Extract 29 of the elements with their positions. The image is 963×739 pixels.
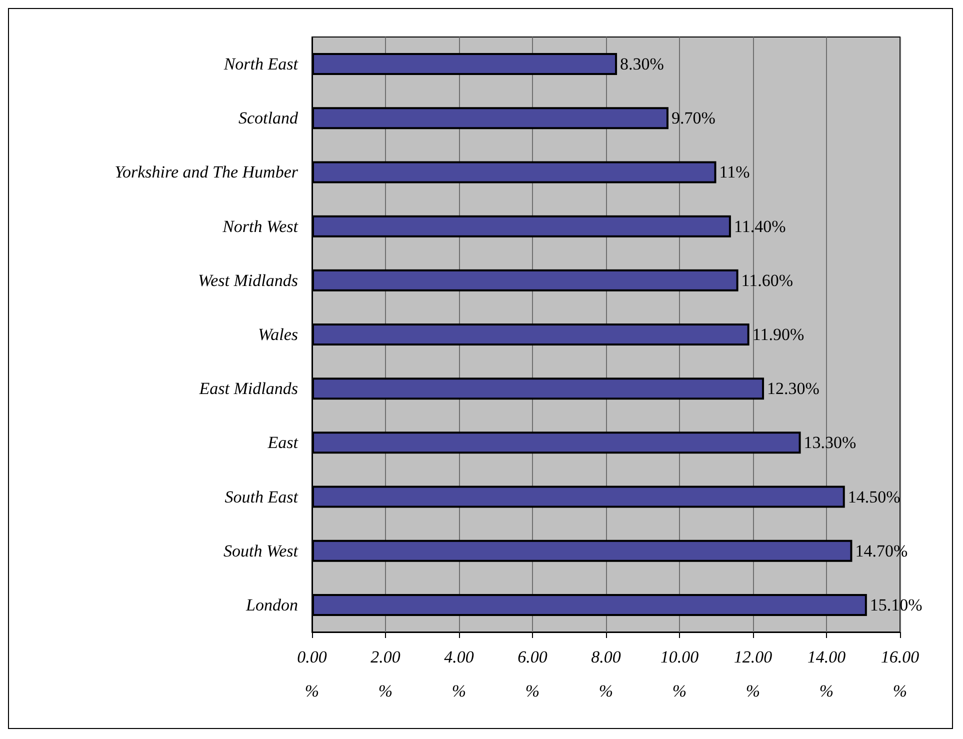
data-label: 14.50% [848, 487, 900, 506]
x-tick-label: 0.00% [297, 648, 328, 700]
x-tick-label: 10.00% [660, 648, 700, 700]
data-label: 9.70% [671, 108, 716, 128]
x-tick-label: 2.00% [370, 648, 401, 700]
x-tick-label: 4.00% [444, 648, 474, 700]
y-tick-label: Yorkshire and The Humber [114, 162, 298, 182]
data-label: 11% [719, 162, 750, 182]
y-tick-label: West Midlands [198, 270, 298, 290]
x-tick-label: 16.00% [880, 648, 920, 700]
data-label: 11.90% [752, 325, 804, 344]
x-tick-label: 6.00% [518, 648, 548, 700]
y-tick-label: East Midlands [198, 379, 298, 398]
data-label: 11.40% [734, 216, 786, 236]
x-tick-label: 12.00% [734, 648, 773, 700]
y-tick-label: North East [222, 54, 300, 74]
y-tick-label: South West [224, 541, 300, 560]
x-tick-label: 14.00% [807, 648, 846, 700]
y-tick-label: South East [224, 487, 300, 506]
data-label: 11.60% [741, 270, 794, 290]
x-tick-label: 8.00% [591, 648, 622, 700]
y-tick-label: North West [222, 216, 300, 236]
y-tick-label: Scotland [238, 108, 298, 128]
y-tick-label: London [245, 595, 298, 614]
y-tick-label: East [266, 433, 300, 452]
data-label: 8.30% [620, 54, 664, 74]
data-label: 13.30% [804, 433, 856, 452]
data-label: 12.30% [767, 379, 820, 398]
y-tick-label: Wales [258, 325, 298, 344]
